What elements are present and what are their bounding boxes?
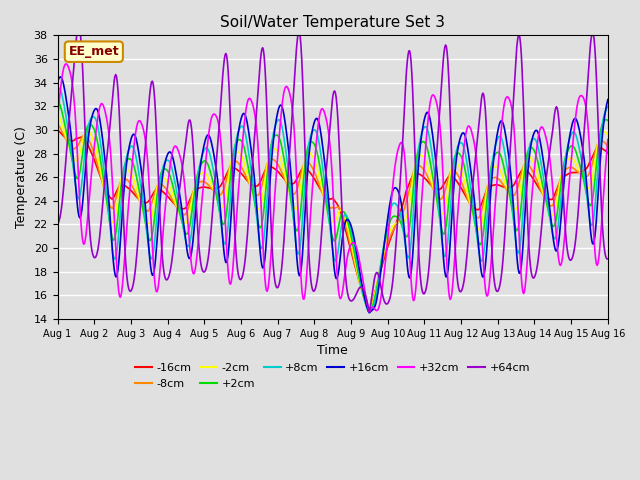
-8cm bbox=[63, 139, 71, 144]
+16cm bbox=[65, 109, 72, 115]
+32cm bbox=[121, 252, 129, 257]
+2cm bbox=[604, 118, 612, 123]
-2cm bbox=[176, 212, 184, 217]
+64cm bbox=[63, 136, 71, 142]
-8cm bbox=[417, 163, 424, 169]
+16cm bbox=[206, 134, 214, 140]
-2cm bbox=[401, 218, 408, 224]
-2cm bbox=[63, 139, 71, 145]
+2cm bbox=[120, 164, 128, 170]
+8cm bbox=[365, 310, 373, 315]
-2cm bbox=[604, 132, 612, 138]
+2cm bbox=[176, 211, 184, 217]
Line: -2cm: -2cm bbox=[58, 114, 608, 312]
+16cm bbox=[57, 74, 65, 80]
Line: -8cm: -8cm bbox=[58, 124, 608, 312]
+32cm bbox=[401, 157, 409, 163]
+8cm bbox=[417, 133, 425, 139]
-16cm bbox=[63, 136, 71, 142]
+8cm bbox=[206, 151, 214, 157]
-8cm bbox=[401, 206, 408, 212]
+2cm bbox=[417, 141, 424, 147]
-8cm bbox=[205, 183, 213, 189]
Line: +8cm: +8cm bbox=[58, 88, 608, 312]
+8cm bbox=[54, 85, 62, 91]
+64cm bbox=[365, 308, 373, 314]
Line: +16cm: +16cm bbox=[58, 77, 608, 312]
+64cm bbox=[75, 24, 83, 29]
+2cm bbox=[205, 165, 213, 170]
+16cm bbox=[177, 199, 184, 204]
Line: -16cm: -16cm bbox=[58, 130, 608, 312]
+64cm bbox=[401, 95, 409, 100]
+32cm bbox=[177, 156, 184, 162]
-2cm bbox=[417, 152, 424, 158]
-8cm bbox=[54, 121, 61, 127]
-2cm bbox=[54, 111, 61, 117]
Line: +2cm: +2cm bbox=[58, 101, 608, 312]
+16cm bbox=[365, 310, 373, 315]
Y-axis label: Temperature (C): Temperature (C) bbox=[15, 126, 28, 228]
+16cm bbox=[401, 236, 409, 241]
+2cm bbox=[365, 310, 373, 315]
-16cm bbox=[205, 185, 213, 191]
-2cm bbox=[120, 168, 128, 174]
+16cm bbox=[604, 96, 612, 102]
+32cm bbox=[365, 309, 373, 315]
-16cm bbox=[54, 127, 61, 132]
-16cm bbox=[417, 172, 424, 178]
+8cm bbox=[604, 104, 612, 109]
+64cm bbox=[121, 246, 129, 252]
+16cm bbox=[121, 176, 129, 182]
+32cm bbox=[65, 64, 72, 70]
+64cm bbox=[417, 281, 425, 287]
+8cm bbox=[65, 127, 72, 132]
-2cm bbox=[365, 310, 373, 315]
+64cm bbox=[54, 221, 61, 227]
+64cm bbox=[177, 177, 184, 182]
-8cm bbox=[176, 209, 184, 215]
+32cm bbox=[62, 61, 70, 67]
+8cm bbox=[54, 85, 61, 91]
-16cm bbox=[401, 196, 408, 202]
Legend: -16cm, -8cm, -2cm, +2cm, +8cm, +16cm, +32cm, +64cm: -16cm, -8cm, -2cm, +2cm, +8cm, +16cm, +3… bbox=[131, 359, 534, 393]
-16cm bbox=[365, 309, 373, 315]
+16cm bbox=[54, 79, 61, 85]
+64cm bbox=[206, 241, 214, 247]
Line: +64cm: +64cm bbox=[58, 26, 608, 311]
-8cm bbox=[604, 144, 612, 149]
+8cm bbox=[401, 240, 409, 246]
+8cm bbox=[121, 163, 129, 169]
Line: +32cm: +32cm bbox=[58, 64, 608, 312]
-8cm bbox=[120, 176, 128, 181]
Title: Soil/Water Temperature Set 3: Soil/Water Temperature Set 3 bbox=[220, 15, 445, 30]
-8cm bbox=[365, 309, 373, 315]
-16cm bbox=[604, 150, 612, 156]
-2cm bbox=[205, 177, 213, 182]
+2cm bbox=[401, 230, 408, 236]
-16cm bbox=[120, 182, 128, 188]
+2cm bbox=[63, 134, 71, 140]
X-axis label: Time: Time bbox=[317, 344, 348, 357]
+32cm bbox=[54, 115, 61, 120]
-16cm bbox=[176, 205, 184, 211]
+2cm bbox=[54, 98, 61, 104]
+32cm bbox=[604, 137, 612, 143]
+32cm bbox=[206, 123, 214, 129]
+64cm bbox=[604, 256, 612, 262]
Text: EE_met: EE_met bbox=[68, 45, 119, 58]
+16cm bbox=[417, 136, 425, 142]
+32cm bbox=[417, 206, 425, 212]
+8cm bbox=[177, 210, 184, 216]
